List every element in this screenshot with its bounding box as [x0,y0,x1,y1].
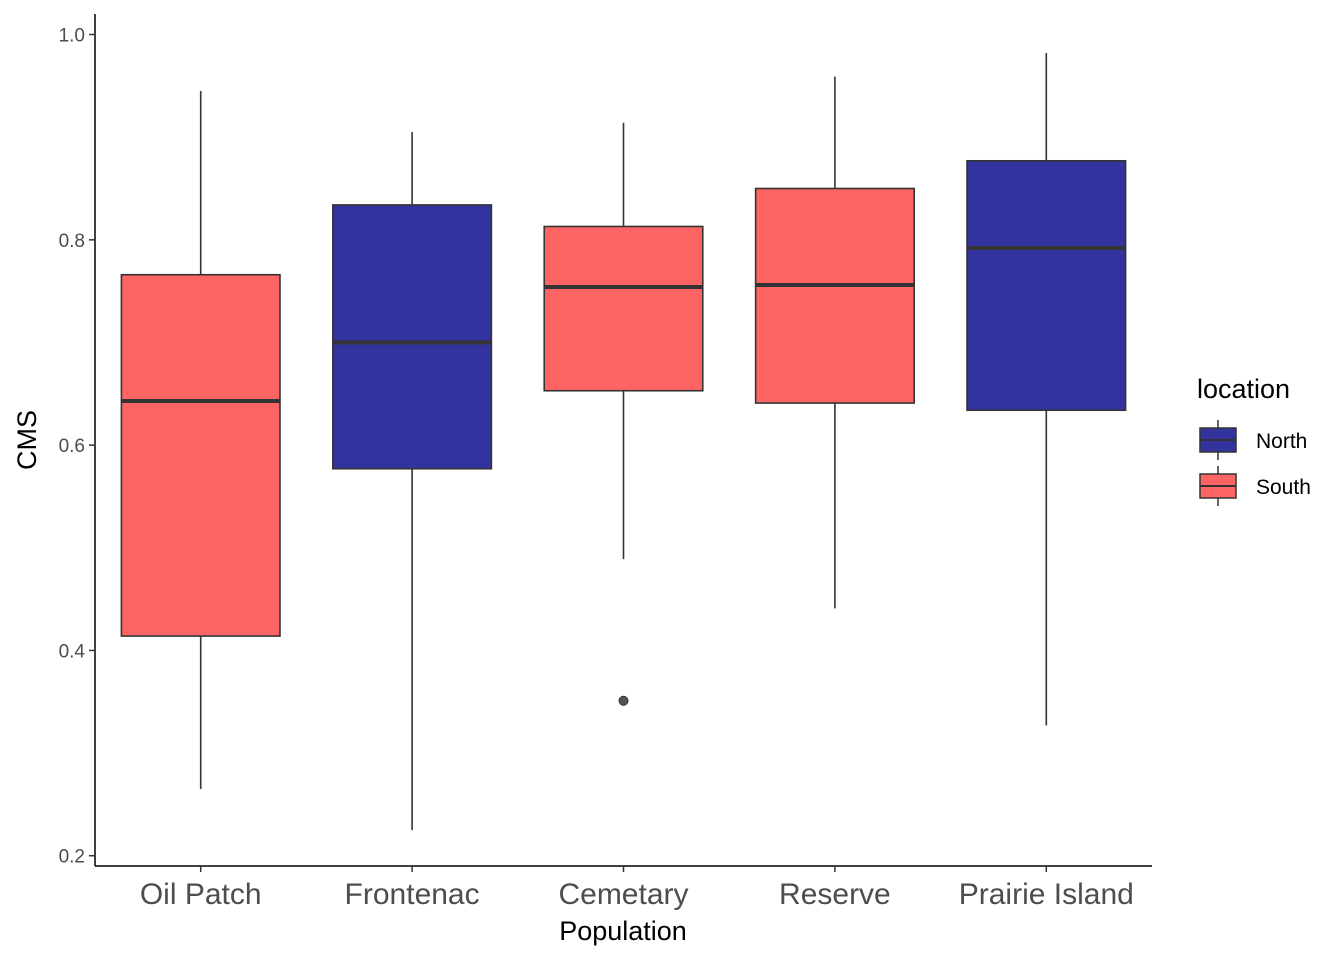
boxes-layer [120,53,1127,831]
y-tick-label: 0.8 [59,231,85,252]
x-tick-label: Reserve [779,878,891,911]
legend-title: location [1197,374,1290,404]
box-reserve [754,76,915,609]
y-tick-label: 0.2 [59,847,85,868]
x-axis-ticks: Oil Patch Frontenac Cemetary Reserve Prairie… [140,866,1134,911]
legend: location North South [1197,374,1311,506]
x-tick-label: Oil Patch [140,878,262,911]
y-axis-title: CMS [12,410,42,470]
box-iqr [332,204,493,470]
y-tick-label: 0.4 [59,641,86,662]
legend-item-north: North [1199,420,1307,460]
box-oil-patch [120,90,281,790]
y-tick-label: 0.6 [59,436,85,457]
x-tick-label: Cemetary [558,878,688,911]
x-axis-title: Population [559,916,687,946]
box-iqr [543,225,704,392]
outlier-point [618,695,629,706]
y-axis-ticks: 0.2 0.4 0.6 0.8 1.0 [59,26,95,868]
legend-item-south: South [1199,466,1311,506]
box-frontenac [332,132,493,831]
box-iqr [120,273,281,637]
box-iqr [966,159,1127,412]
box-iqr [754,187,915,404]
box-prairie-island [966,53,1127,726]
legend-label: North [1256,430,1307,453]
box-cemetary [543,122,704,706]
x-tick-label: Frontenac [345,878,480,911]
y-tick-label: 1.0 [59,26,85,47]
legend-label: South [1256,476,1311,499]
x-tick-label: Prairie Island [959,878,1134,911]
